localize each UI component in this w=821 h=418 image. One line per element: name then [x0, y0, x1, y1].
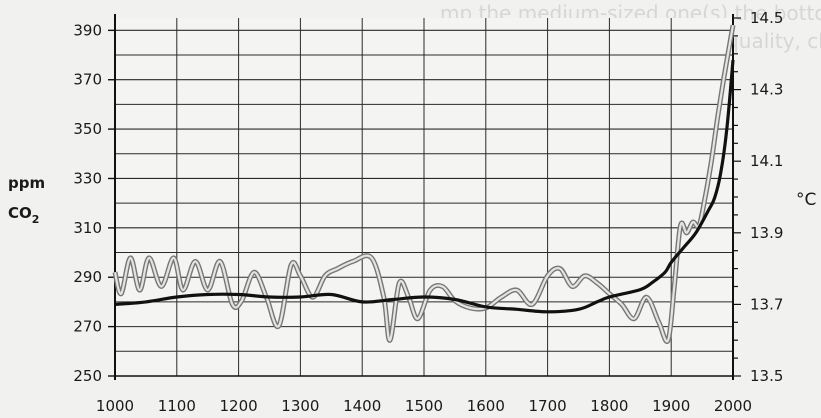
left-axis-label-line1: ppm: [8, 174, 45, 192]
x-tick-label: 1400: [343, 397, 381, 415]
left-axis-label-line2: CO2: [8, 204, 39, 226]
right-tick-label: 14.3: [750, 81, 783, 99]
x-tick-label: 1700: [529, 397, 567, 415]
x-tick-label: 1600: [467, 397, 505, 415]
right-tick-label: 14.5: [750, 9, 783, 27]
x-tick-label: 1800: [590, 397, 628, 415]
right-tick-label: 13.9: [750, 224, 783, 242]
x-tick-label: 1900: [652, 397, 690, 415]
right-tick-label: 13.7: [750, 295, 783, 313]
left-tick-label: 370: [73, 71, 102, 89]
temperature-line: [113, 25, 735, 343]
x-tick-label: 1000: [96, 397, 134, 415]
left-tick-label: 330: [73, 169, 102, 187]
x-tick-label: 1300: [281, 397, 319, 415]
left-tick-label: 350: [73, 120, 102, 138]
left-tick-label: 250: [73, 367, 102, 385]
left-tick-label: 270: [73, 318, 102, 336]
left-tick-label: 290: [73, 268, 102, 286]
x-tick-label: 1500: [405, 397, 443, 415]
x-tick-label: 1200: [220, 397, 258, 415]
left-tick-label: 390: [73, 21, 102, 39]
x-tick-label: 1100: [158, 397, 196, 415]
right-tick-label: 14.1: [750, 152, 783, 170]
right-axis-label: °C: [796, 190, 816, 210]
x-tick-label: 2000: [714, 397, 752, 415]
right-tick-label: 13.5: [750, 367, 783, 385]
co2-line: [114, 59, 735, 314]
left-tick-label: 310: [73, 219, 102, 237]
